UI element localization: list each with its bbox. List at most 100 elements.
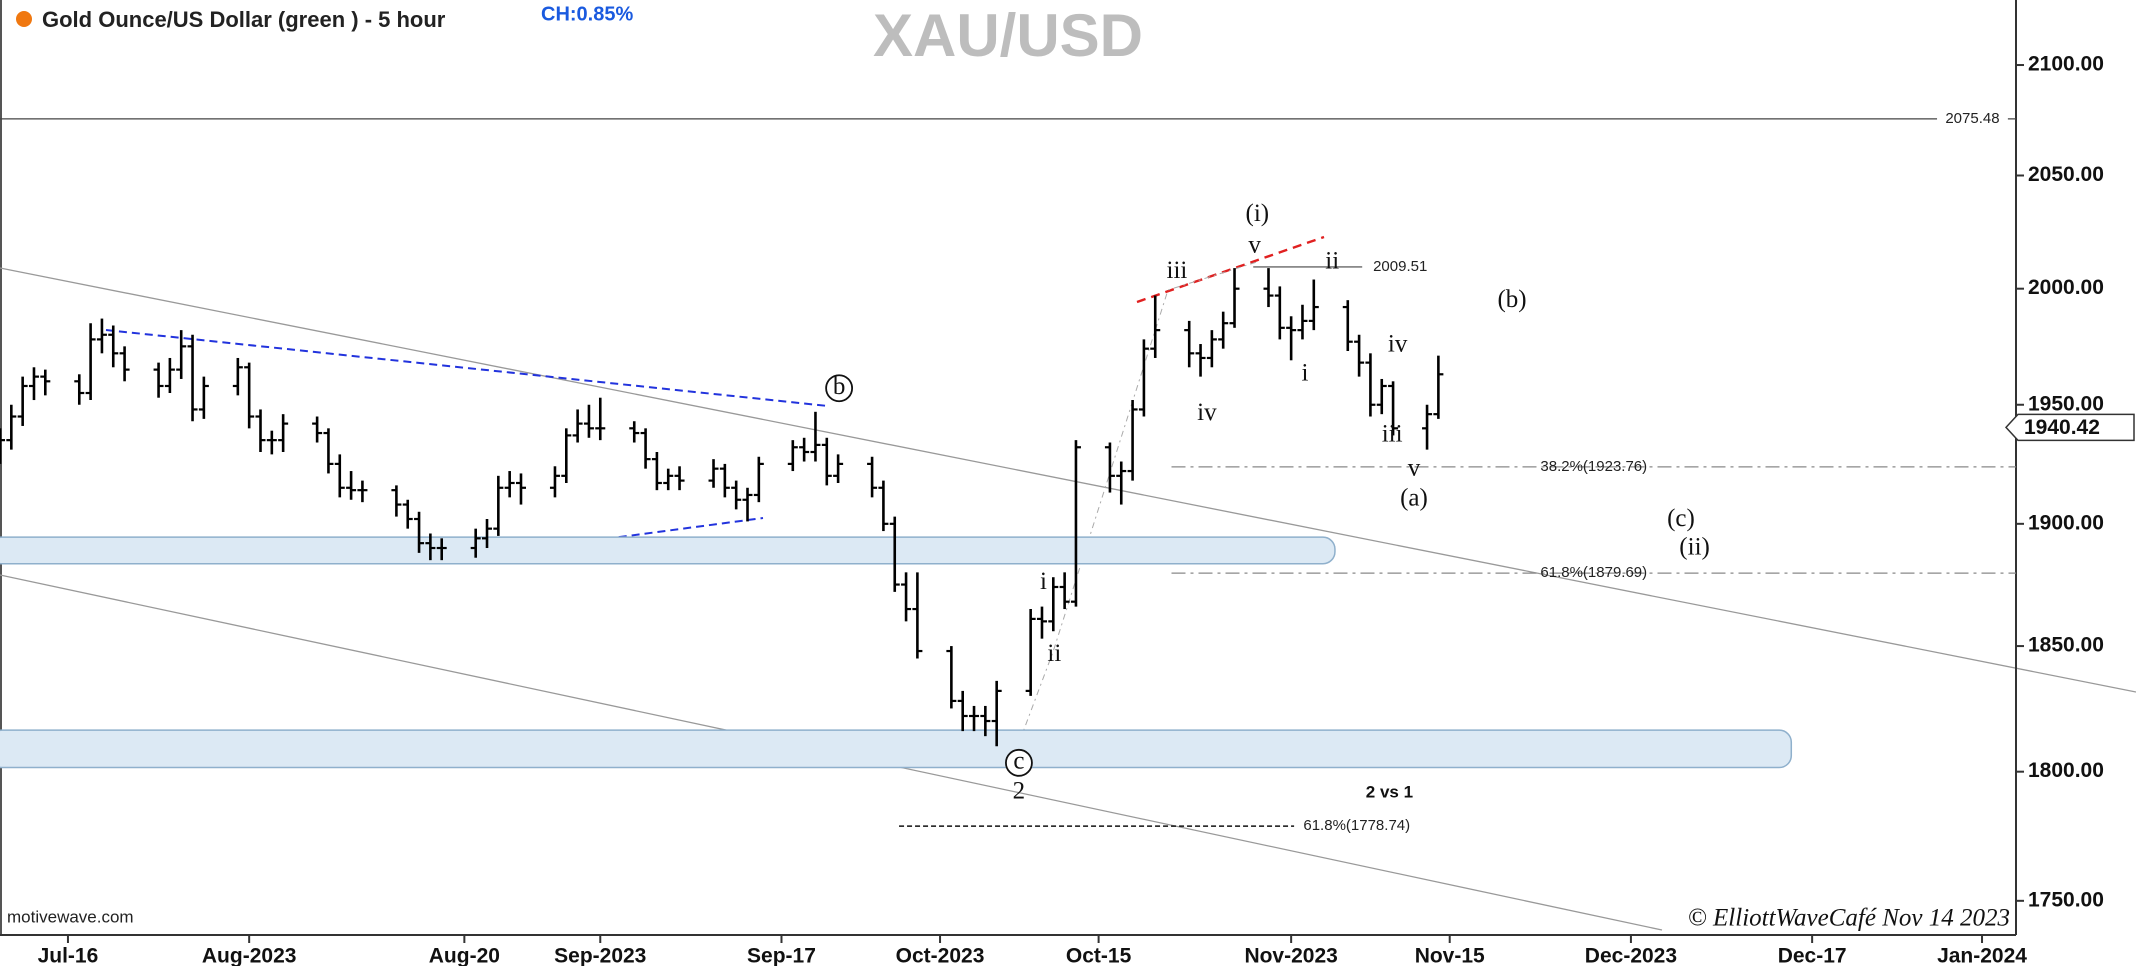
ohlc-bar	[969, 705, 980, 732]
ohlc-bar	[515, 473, 526, 505]
ohlc-bar	[6, 404, 17, 450]
last-price-label: 1940.42	[2024, 416, 2100, 439]
ohlc-bar	[255, 409, 266, 453]
wave-label: ii	[1325, 248, 1339, 275]
ohlc-bar	[17, 376, 28, 426]
x-tick-label: Aug-2023	[202, 945, 297, 966]
ohlc-bar	[1070, 440, 1081, 607]
ohlc-bar	[1059, 572, 1070, 610]
ohlc-bar	[1036, 606, 1047, 639]
x-tick-label: Jan-2024	[1937, 945, 2027, 966]
wave-label: i	[1040, 568, 1047, 595]
subtitle: Gold Ounce/US Dollar (green ) - 5 hour	[42, 7, 446, 32]
x-tick-label: Nov-15	[1415, 945, 1485, 966]
level-label: 2075.48	[1945, 110, 1999, 127]
y-tick-label: 2000.00	[2028, 276, 2104, 299]
ohlc-bar	[436, 538, 447, 561]
wave-label: 2	[1013, 778, 1026, 805]
ohlc-bar	[991, 680, 1002, 747]
source: motivewave.com	[7, 907, 134, 926]
ohlc-bar	[719, 463, 730, 498]
ohlc-bar	[266, 430, 277, 455]
level-label: 61.8%(1778.74)	[1303, 817, 1410, 834]
ohlc-bar	[176, 330, 187, 379]
wave-label: iv	[1388, 331, 1408, 358]
ohlc-bar	[1025, 609, 1036, 696]
trend-line	[1136, 235, 1325, 304]
ohlc-bar	[391, 485, 402, 517]
ohlc-bar	[980, 705, 991, 737]
ohlc-bar	[1286, 316, 1297, 361]
ohlc-bar	[595, 397, 606, 441]
ohlc-bar	[901, 572, 912, 622]
ohlc-bar	[470, 528, 481, 558]
last-price-tag	[2004, 413, 2135, 442]
change-label: CH:0.85%	[541, 3, 633, 25]
wave-label: (i)	[1246, 200, 1270, 227]
wave-label: b	[833, 373, 846, 400]
ohlc-bar	[833, 454, 844, 483]
wave-circle	[825, 374, 854, 403]
ohlc-bar	[96, 318, 107, 354]
ohlc-bar	[1206, 330, 1217, 368]
level-label: 61.8%(1879.69)	[1540, 564, 1647, 581]
x-tick-label: Dec-2023	[1585, 945, 1677, 966]
ohlc-bar	[1354, 334, 1365, 377]
ohlc-bar	[357, 480, 368, 503]
ohlc-bar	[561, 428, 572, 483]
ohlc-bar	[1116, 461, 1127, 505]
ohlc-bar	[742, 487, 753, 522]
wave-label: 2 vs 1	[1366, 782, 1413, 801]
ohlc-bar	[482, 519, 493, 549]
ohlc-bar	[1127, 400, 1138, 481]
x-tick-label: Sep-17	[747, 945, 816, 966]
ohlc-bar	[1218, 311, 1229, 349]
ohlc-bar	[629, 421, 640, 443]
ohlc-bar	[334, 454, 345, 498]
ohlc-bar	[312, 416, 323, 443]
ohlc-bar	[40, 369, 51, 396]
ohlc-bar	[572, 409, 583, 443]
ohlc-bar	[232, 357, 243, 396]
ohlc-bar	[402, 499, 413, 529]
ohlc-bar	[1422, 404, 1433, 450]
ohlc-bar	[708, 459, 719, 488]
ohlc-bar	[346, 471, 357, 500]
ohlc-bar	[187, 334, 198, 422]
ohlc-bar	[425, 533, 436, 561]
ohlc-bar	[244, 362, 255, 429]
y-tick-label: 1850.00	[2028, 634, 2104, 657]
chart-title: XAU/USD	[873, 2, 1143, 69]
x-tick-label: Jul-16	[38, 945, 99, 966]
y-tick-label: 1800.00	[2028, 759, 2104, 782]
ohlc-bar	[504, 471, 515, 498]
ohlc-bar	[85, 323, 96, 401]
ohlc-bar	[278, 414, 289, 453]
ohlc-bar	[493, 475, 504, 536]
y-tick-label: 1750.00	[2028, 888, 2104, 911]
ohlc-bar	[731, 480, 742, 510]
ohlc-bar	[674, 466, 685, 491]
wave-label: c	[1013, 748, 1024, 775]
wave-label: iii	[1167, 257, 1188, 284]
ohlc-bar	[1297, 304, 1308, 340]
ohlc-bar	[1138, 339, 1149, 417]
ohlc-bar	[946, 646, 957, 709]
ohlc-bar	[323, 428, 334, 474]
ohlc-bar	[583, 404, 594, 438]
ohlc-bar	[957, 690, 968, 732]
ohlc-bar	[0, 428, 5, 464]
level-label: 2009.51	[1373, 258, 1427, 275]
ohlc-bar	[889, 516, 900, 592]
ohlc-bar	[1365, 353, 1376, 417]
y-tick-label: 1900.00	[2028, 511, 2104, 534]
ohlc-bar	[74, 374, 85, 405]
ohlc-bar	[867, 456, 878, 498]
ohlc-bar	[1229, 268, 1240, 328]
x-tick-label: Sep-2023	[554, 945, 646, 966]
wave-label: (a)	[1400, 485, 1428, 512]
ohlc-bar	[663, 468, 674, 491]
y-tick-label: 2100.00	[2028, 53, 2104, 76]
